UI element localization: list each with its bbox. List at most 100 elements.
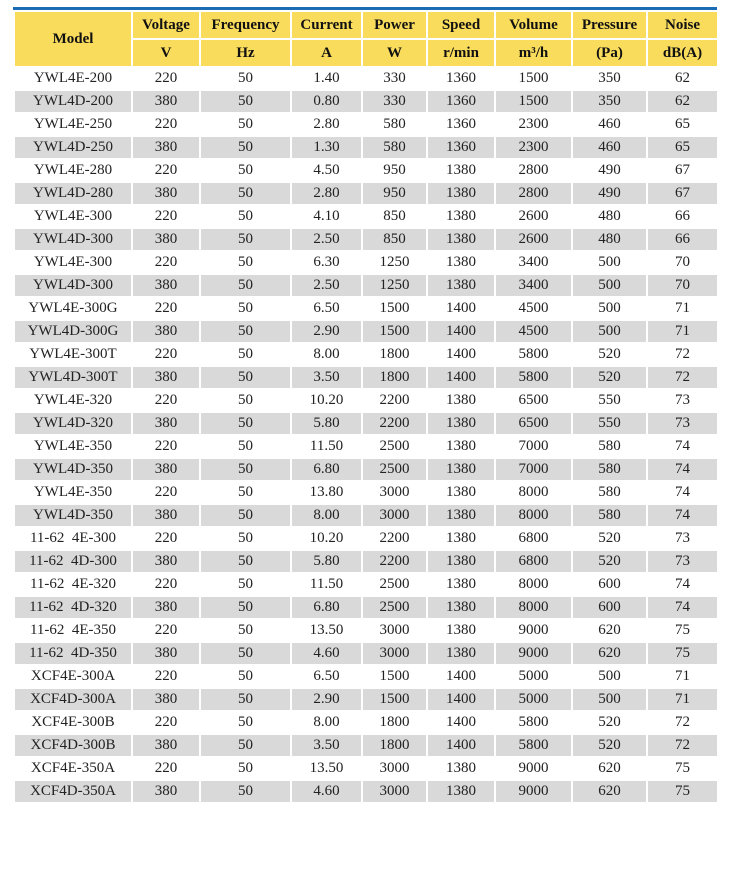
cell-speed: 1380 <box>426 503 496 528</box>
cell-frequency: 50 <box>199 112 292 137</box>
cell-model: YWL4D-250 <box>13 135 133 160</box>
cell-voltage: 380 <box>131 457 201 482</box>
cell-noise: 74 <box>646 572 719 597</box>
cell-frequency: 50 <box>199 618 292 643</box>
cell-pressure: 460 <box>571 135 648 160</box>
cell-pressure: 600 <box>571 595 648 620</box>
cell-speed: 1380 <box>426 434 496 459</box>
cell-noise: 70 <box>646 273 719 298</box>
cell-volume: 6800 <box>494 549 573 574</box>
cell-speed: 1380 <box>426 572 496 597</box>
cell-speed: 1400 <box>426 296 496 321</box>
cell-volume: 2600 <box>494 204 573 229</box>
cell-model: 11-62 4E-320 <box>13 572 133 597</box>
cell-frequency: 50 <box>199 250 292 275</box>
cell-pressure: 520 <box>571 365 648 390</box>
cell-speed: 1380 <box>426 779 496 804</box>
cell-model: XCF4D-350A <box>13 779 133 804</box>
cell-model: YWL4E-200 <box>13 66 133 91</box>
cell-current: 3.50 <box>290 733 363 758</box>
cell-current: 6.80 <box>290 595 363 620</box>
table-row: YWL4E-350 220 50 11.50 2500 1380 7000 580 74 <box>13 434 719 459</box>
cell-power: 1500 <box>361 664 428 689</box>
cell-speed: 1380 <box>426 480 496 505</box>
cell-power: 3000 <box>361 618 428 643</box>
cell-voltage: 380 <box>131 549 201 574</box>
cell-pressure: 550 <box>571 388 648 413</box>
cell-volume: 2300 <box>494 112 573 137</box>
cell-pressure: 480 <box>571 204 648 229</box>
cell-model: YWL4E-280 <box>13 158 133 183</box>
cell-model: 11-62 4E-350 <box>13 618 133 643</box>
cell-pressure: 350 <box>571 66 648 91</box>
cell-frequency: 50 <box>199 779 292 804</box>
cell-frequency: 50 <box>199 135 292 160</box>
cell-noise: 74 <box>646 434 719 459</box>
table-row: YWL4D-350 380 50 6.80 2500 1380 7000 580 74 <box>13 457 719 482</box>
cell-pressure: 520 <box>571 710 648 735</box>
cell-noise: 62 <box>646 66 719 91</box>
cell-pressure: 620 <box>571 779 648 804</box>
cell-power: 1800 <box>361 733 428 758</box>
cell-volume: 1500 <box>494 66 573 91</box>
column-header-volume: Volume <box>494 10 573 40</box>
cell-volume: 8000 <box>494 503 573 528</box>
cell-current: 3.50 <box>290 365 363 390</box>
column-unit-speed: r/min <box>426 38 496 68</box>
cell-power: 850 <box>361 204 428 229</box>
cell-noise: 73 <box>646 549 719 574</box>
cell-current: 2.80 <box>290 112 363 137</box>
table-row: 11-62 4E-320 220 50 11.50 2500 1380 8000 600 74 <box>13 572 719 597</box>
cell-speed: 1360 <box>426 135 496 160</box>
cell-current: 2.90 <box>290 319 363 344</box>
cell-voltage: 380 <box>131 273 201 298</box>
cell-pressure: 500 <box>571 319 648 344</box>
cell-power: 2500 <box>361 595 428 620</box>
table-row: XCF4D-300B 380 50 3.50 1800 1400 5800 520 72 <box>13 733 719 758</box>
cell-speed: 1380 <box>426 388 496 413</box>
cell-pressure: 500 <box>571 687 648 712</box>
cell-pressure: 520 <box>571 549 648 574</box>
column-header-noise: Noise <box>646 10 719 40</box>
cell-speed: 1400 <box>426 710 496 735</box>
table-row: YWL4E-200 220 50 1.40 330 1360 1500 350 62 <box>13 66 719 91</box>
cell-pressure: 490 <box>571 158 648 183</box>
table-row: YWL4D-200 380 50 0.80 330 1360 1500 350 62 <box>13 89 719 114</box>
cell-frequency: 50 <box>199 181 292 206</box>
cell-current: 1.30 <box>290 135 363 160</box>
cell-current: 4.60 <box>290 779 363 804</box>
cell-pressure: 500 <box>571 664 648 689</box>
cell-speed: 1380 <box>426 158 496 183</box>
cell-noise: 75 <box>646 779 719 804</box>
cell-current: 13.80 <box>290 480 363 505</box>
cell-voltage: 220 <box>131 434 201 459</box>
column-unit-frequency: Hz <box>199 38 292 68</box>
cell-power: 2200 <box>361 388 428 413</box>
table-header: Model Voltage Frequency Current Power Speed Vo… <box>13 10 719 68</box>
cell-power: 1250 <box>361 273 428 298</box>
cell-voltage: 220 <box>131 250 201 275</box>
table-row: 11-62 4E-300 220 50 10.20 2200 1380 6800 520 73 <box>13 526 719 551</box>
fan-spec-table-container: Model Voltage Frequency Current Power Speed Vo… <box>13 7 719 804</box>
cell-frequency: 50 <box>199 641 292 666</box>
fan-spec-table: Model Voltage Frequency Current Power Speed Vo… <box>13 10 719 804</box>
cell-model: 11-62 4D-300 <box>13 549 133 574</box>
cell-pressure: 500 <box>571 273 648 298</box>
cell-speed: 1380 <box>426 457 496 482</box>
cell-current: 6.50 <box>290 664 363 689</box>
cell-model: YWL4D-350 <box>13 457 133 482</box>
cell-noise: 73 <box>646 388 719 413</box>
cell-frequency: 50 <box>199 687 292 712</box>
cell-power: 1250 <box>361 250 428 275</box>
cell-volume: 2600 <box>494 227 573 252</box>
cell-frequency: 50 <box>199 273 292 298</box>
cell-pressure: 620 <box>571 756 648 781</box>
cell-noise: 74 <box>646 503 719 528</box>
column-unit-current: A <box>290 38 363 68</box>
cell-voltage: 380 <box>131 595 201 620</box>
table-row: YWL4E-300G 220 50 6.50 1500 1400 4500 500 71 <box>13 296 719 321</box>
cell-voltage: 380 <box>131 733 201 758</box>
cell-frequency: 50 <box>199 480 292 505</box>
cell-model: YWL4D-280 <box>13 181 133 206</box>
cell-volume: 6500 <box>494 411 573 436</box>
